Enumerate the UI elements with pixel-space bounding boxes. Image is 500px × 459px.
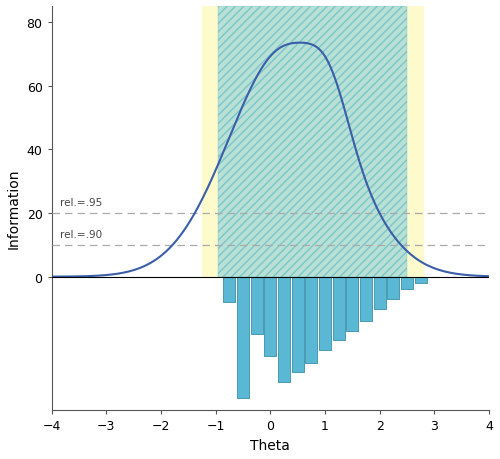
Bar xyxy=(360,277,372,322)
Bar xyxy=(202,7,424,277)
Bar xyxy=(374,277,386,309)
Bar xyxy=(306,277,318,363)
Y-axis label: Information: Information xyxy=(7,168,21,249)
Bar xyxy=(401,277,413,290)
Bar xyxy=(237,277,249,398)
Bar xyxy=(218,7,407,277)
Bar xyxy=(250,277,262,334)
Bar xyxy=(218,7,407,277)
Text: rel.=.95: rel.=.95 xyxy=(60,198,102,208)
Bar xyxy=(224,277,235,302)
Bar xyxy=(346,277,358,331)
Bar xyxy=(278,277,290,382)
Bar xyxy=(292,277,304,372)
Bar xyxy=(414,277,427,284)
Bar xyxy=(264,277,276,357)
Bar xyxy=(319,277,331,350)
Bar xyxy=(388,277,400,299)
Text: rel.=.90: rel.=.90 xyxy=(60,230,102,240)
X-axis label: Theta: Theta xyxy=(250,438,290,452)
Bar xyxy=(332,277,344,341)
